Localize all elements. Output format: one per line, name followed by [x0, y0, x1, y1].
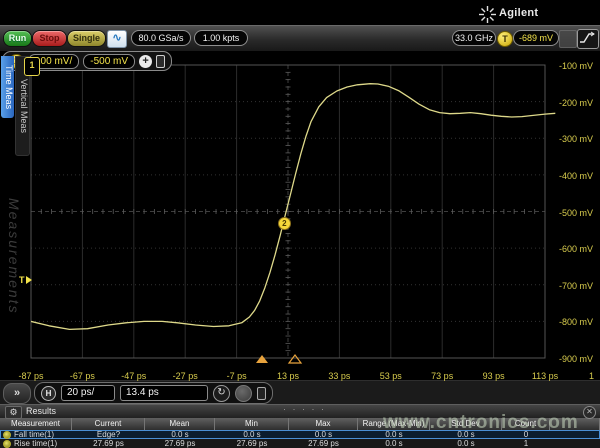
memory-depth-field[interactable]: 1.00 kpts	[194, 30, 248, 46]
gear-icon[interactable]: ⚙	[5, 406, 22, 419]
results-column-header: Current	[72, 418, 145, 430]
delay-field[interactable]: 13.4 ps	[120, 385, 208, 401]
trigger-source-badge[interactable]: T	[497, 31, 513, 47]
right-edge-channel-label: 1	[589, 371, 595, 381]
time-label: 13 ps	[276, 371, 300, 381]
voltage-label: -800 mV	[559, 317, 594, 328]
panel-toggle-icon[interactable]	[257, 386, 266, 400]
time-label: -67 ps	[69, 371, 95, 381]
channel1-ground-marker[interactable]: 1	[24, 57, 40, 76]
results-column-header: Measurement	[0, 418, 72, 430]
bandwidth-field[interactable]: 33.0 GHz	[452, 30, 496, 46]
measurement-color-icon	[3, 439, 11, 448]
agilent-sunburst-icon	[479, 6, 496, 23]
results-column-header-spacer	[550, 418, 600, 430]
results-cell-spacer	[550, 439, 600, 448]
horizontal-knob-icon[interactable]	[235, 384, 252, 402]
results-cell: 0.0 s	[243, 430, 261, 439]
disabled-preview-button	[559, 30, 577, 48]
results-cell: 1	[523, 439, 529, 448]
results-cell: 27.69 ps	[308, 439, 339, 448]
results-drag-handle[interactable]: · · · · ·	[283, 404, 326, 414]
sample-rate-field[interactable]: 80.0 GSa/s	[131, 30, 191, 46]
results-row[interactable]: Fall time(1) Edge? 0.0 s 0.0 s 0.0 s 0.0 s 0.0…	[0, 430, 600, 439]
add-channel-button[interactable]: +	[139, 54, 153, 68]
trigger-level-field[interactable]: -689 mV	[513, 30, 559, 46]
measurement-name: Rise time(1)	[0, 439, 72, 448]
results-cell: 0.0 s	[385, 430, 403, 439]
results-cell: Edge?	[96, 430, 121, 439]
time-label: 33 ps	[328, 371, 351, 381]
results-column-header: Count	[502, 418, 550, 430]
results-cell: 0.0 s	[171, 430, 189, 439]
timebase-field[interactable]: 20 ps/	[61, 385, 115, 401]
voltage-label: -100 mV	[559, 61, 594, 71]
results-header: ⚙ Results · · · · · ✕	[0, 404, 600, 419]
channel1-offset-field[interactable]: -500 mV	[83, 53, 136, 69]
measurements-sidebar-label: Measurements	[6, 198, 22, 315]
horizontal-controls: H 20 ps/ 13.4 ps ↻	[34, 382, 273, 404]
results-column-headers: Measurement Current Mean Min Max Range (Max-M…	[0, 418, 600, 430]
results-cell: 27.69 ps	[236, 439, 268, 448]
time-label: 93 ps	[482, 371, 505, 381]
results-column-header: Std Dev	[430, 418, 502, 430]
measurement-name-text: Fall time(1)	[14, 430, 55, 439]
results-cell: 0.0 s	[385, 439, 403, 448]
waveform-marker-2[interactable]: 2	[277, 217, 291, 231]
time-label: 113 ps	[531, 371, 559, 381]
zoom-knob-icon[interactable]: ↻	[213, 384, 230, 402]
voltage-label: -200 mV	[559, 97, 594, 108]
single-button[interactable]: Single	[67, 30, 106, 47]
results-panel: ⚙ Results · · · · · ✕ Measurement Current…	[0, 404, 600, 448]
time-label: -47 ps	[121, 371, 147, 381]
voltage-label: -600 mV	[559, 244, 594, 255]
horizontal-bar: » H 20 ps/ 13.4 ps ↻	[0, 380, 600, 405]
toolbar: Run Stop Single ∿ 80.0 GSa/s 1.00 kpts 3…	[0, 25, 600, 52]
results-cell: 27.69 ps	[164, 439, 196, 448]
measurement-name-text: Rise time(1)	[14, 439, 58, 448]
time-label: -87 ps	[18, 371, 44, 381]
horizontal-badge[interactable]: H	[41, 385, 56, 401]
time-label: -27 ps	[172, 371, 198, 381]
stop-button[interactable]: Stop	[32, 30, 67, 47]
results-cell: 27.69 ps	[93, 439, 124, 448]
results-cell-spacer	[550, 430, 600, 439]
run-button[interactable]: Run	[3, 30, 32, 47]
results-column-header: Mean	[145, 418, 215, 430]
channel1-scale-field[interactable]: 100 mV/	[28, 53, 80, 69]
voltage-label: -300 mV	[559, 134, 594, 145]
results-row[interactable]: Rise time(1) 27.69 ps 27.69 ps 27.69 ps 27.6…	[0, 439, 600, 448]
probe-icon[interactable]	[156, 54, 166, 68]
trigger-edge-icon	[580, 31, 595, 43]
close-icon[interactable]: ✕	[583, 406, 596, 419]
results-cell: 0.0 s	[457, 439, 475, 448]
results-title: Results	[26, 406, 57, 416]
results-column-header: Max	[289, 418, 358, 430]
time-label: 53 ps	[379, 371, 402, 381]
time-label: 73 ps	[431, 371, 454, 381]
acquisition-preview-strip[interactable]	[252, 29, 452, 47]
results-cell: 0.0 s	[314, 430, 333, 439]
results-column-header: Min	[215, 418, 289, 430]
trigger-arrow-icon	[25, 275, 32, 284]
results-cell: 0	[523, 430, 529, 439]
voltage-label: -700 mV	[559, 280, 594, 291]
measurement-color-icon	[3, 430, 11, 439]
results-cell: 0.0 s	[457, 430, 475, 439]
voltage-label: -400 mV	[559, 170, 594, 181]
results-rows: Fall time(1) Edge? 0.0 s 0.0 s 0.0 s 0.0 s 0.0…	[0, 430, 600, 448]
trigger-level-marker[interactable]: T	[19, 275, 32, 285]
brand-name: Agilent	[499, 7, 539, 19]
voltage-label: -900 mV	[559, 354, 594, 364]
results-column-header: Range (Max-Min)	[358, 418, 430, 430]
expand-sidebar-button[interactable]: »	[3, 383, 31, 404]
touch-scope-icon[interactable]: ∿	[107, 30, 127, 48]
voltage-label: -500 mV	[559, 207, 594, 218]
trigger-setup-button[interactable]	[577, 29, 599, 49]
tab-time-meas[interactable]: Time Meas	[1, 56, 14, 118]
measurement-name: Fall time(1)	[0, 430, 72, 439]
tab-vertical-meas[interactable]: Vertical Meas	[15, 56, 30, 156]
time-label: -7 ps	[226, 371, 247, 381]
